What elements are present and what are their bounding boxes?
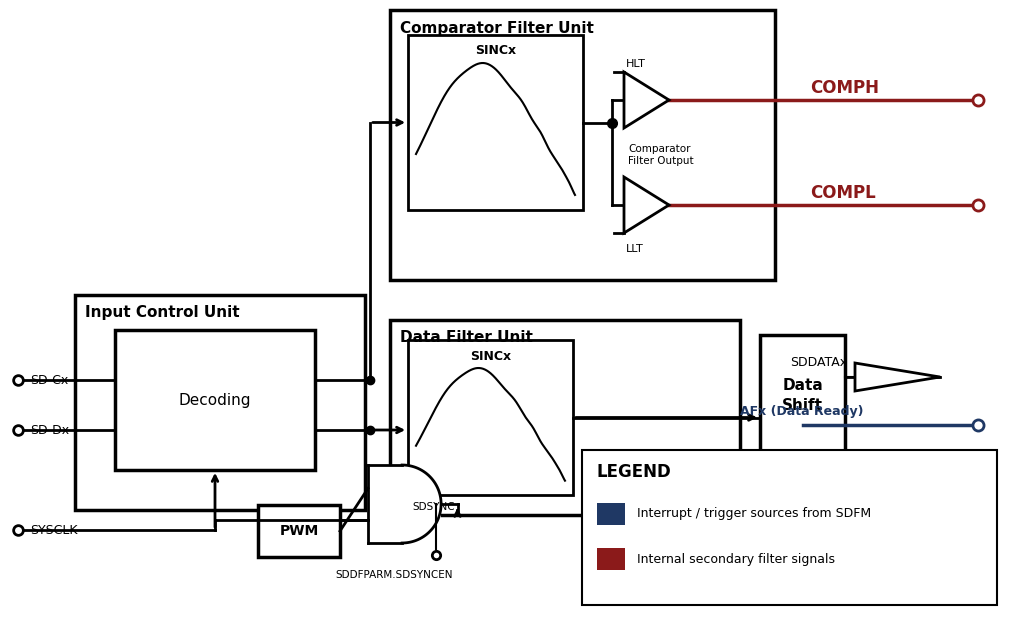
Bar xyxy=(597,503,625,525)
Bar xyxy=(582,450,997,605)
Text: Data: Data xyxy=(782,377,823,392)
Bar xyxy=(258,505,340,557)
Bar xyxy=(760,335,845,455)
Polygon shape xyxy=(624,177,669,233)
Text: SDDFPARM.SDSYNCEN: SDDFPARM.SDSYNCEN xyxy=(335,570,453,580)
Text: Interrupt / trigger sources from SDFM: Interrupt / trigger sources from SDFM xyxy=(637,507,871,521)
Text: Internal secondary filter signals: Internal secondary filter signals xyxy=(637,552,835,566)
Text: Shift: Shift xyxy=(782,398,823,413)
Text: SDDATAx: SDDATAx xyxy=(790,356,847,370)
Text: LEGEND: LEGEND xyxy=(597,463,671,481)
Text: SYSCLK: SYSCLK xyxy=(30,523,78,537)
Text: LLT: LLT xyxy=(626,244,644,254)
Text: PWM: PWM xyxy=(280,524,319,538)
Text: AFx (Data Ready): AFx (Data Ready) xyxy=(740,404,863,418)
Text: Comparator
Filter Output: Comparator Filter Output xyxy=(628,144,694,166)
Text: SD-Dx: SD-Dx xyxy=(30,423,69,437)
Text: HLT: HLT xyxy=(626,59,646,69)
Text: Decoding: Decoding xyxy=(178,392,251,408)
Bar xyxy=(115,330,315,470)
Bar xyxy=(390,320,740,515)
Text: SDSYNC: SDSYNC xyxy=(412,502,455,512)
Text: SINCx: SINCx xyxy=(469,349,511,363)
Text: SINCx: SINCx xyxy=(475,44,516,58)
Bar xyxy=(368,465,441,543)
Bar xyxy=(390,10,775,280)
Bar xyxy=(75,295,365,510)
Text: Data Filter Unit: Data Filter Unit xyxy=(400,331,533,346)
Polygon shape xyxy=(624,72,669,128)
Text: COMPL: COMPL xyxy=(810,184,875,202)
Bar xyxy=(408,340,573,495)
Bar xyxy=(408,35,583,210)
Polygon shape xyxy=(855,363,940,391)
Text: Input Control Unit: Input Control Unit xyxy=(85,305,240,320)
Text: SD-Cx: SD-Cx xyxy=(30,374,69,387)
Bar xyxy=(597,548,625,570)
Text: Comparator Filter Unit: Comparator Filter Unit xyxy=(400,20,593,35)
Text: COMPH: COMPH xyxy=(810,79,879,97)
